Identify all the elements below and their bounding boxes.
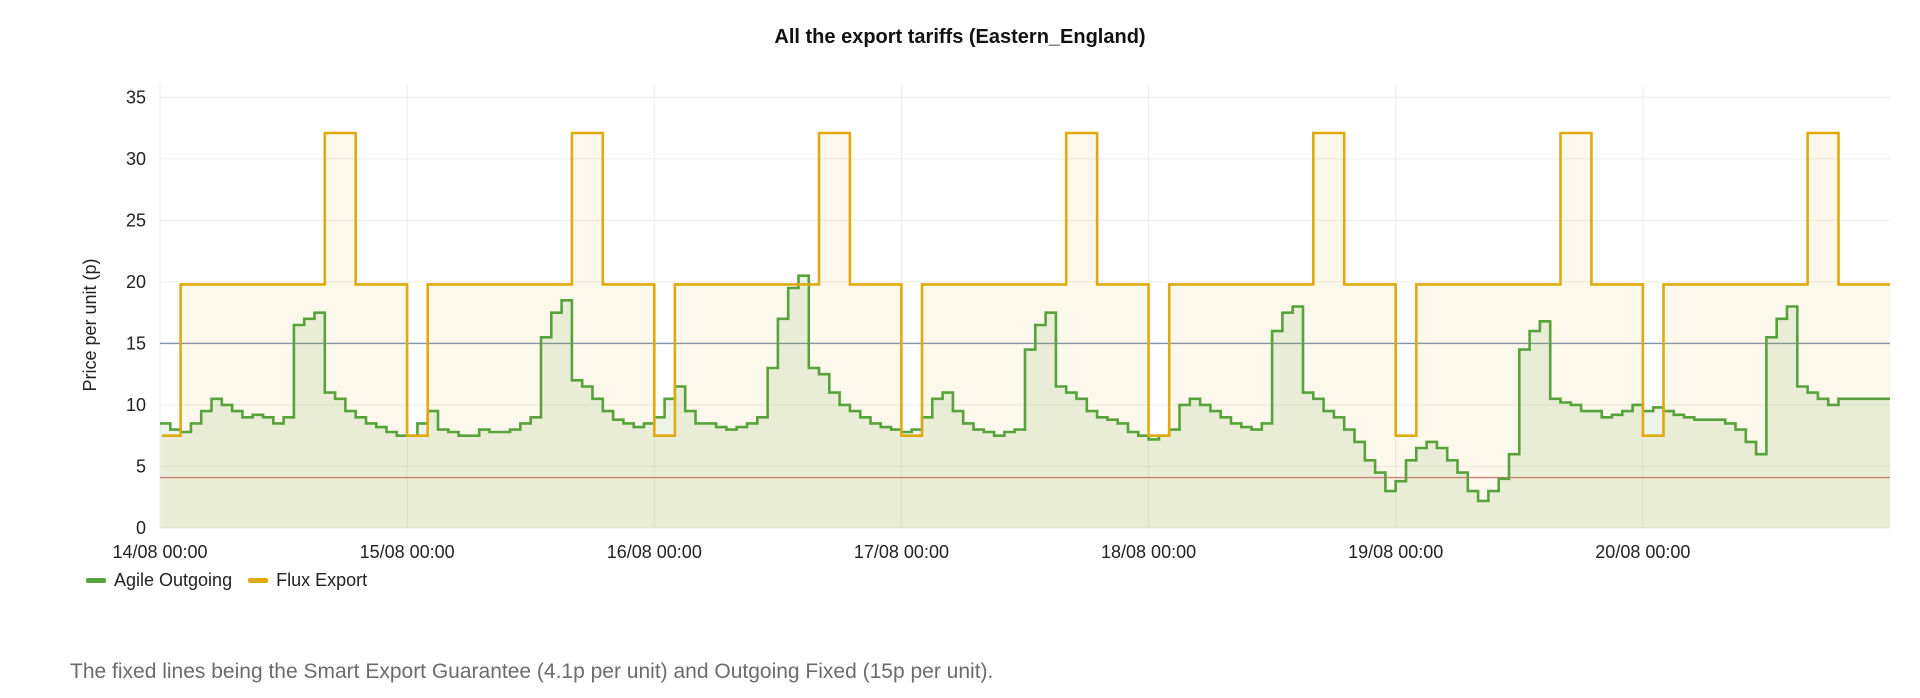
series-lines bbox=[160, 131, 1891, 528]
series-line-agile-outgoing bbox=[160, 274, 1890, 503]
legend-swatch-agile-outgoing bbox=[86, 578, 106, 583]
y-tick-label: 20 bbox=[126, 272, 146, 292]
y-tick-label: 30 bbox=[126, 149, 146, 169]
x-tick-label: 16/08 00:00 bbox=[607, 542, 702, 562]
series-area-flux-export bbox=[162, 133, 1891, 528]
series-line-flux-export bbox=[162, 131, 1890, 437]
legend-item-agile-outgoing[interactable]: Agile Outgoing bbox=[86, 570, 232, 591]
y-axis-ticks: 0 5 10 15 20 25 30 35 bbox=[126, 87, 146, 538]
x-axis-ticks: 14/08 00:00 15/08 00:00 16/08 00:00 17/08 0… bbox=[112, 542, 1690, 562]
y-axis-label: Price per unit (p) bbox=[80, 258, 100, 391]
legend-label-agile-outgoing: Agile Outgoing bbox=[114, 570, 233, 590]
y-tick-label: 5 bbox=[136, 456, 146, 476]
legend-label-flux-export: Flux Export bbox=[276, 570, 368, 590]
chart-caption: The fixed lines being the Smart Export G… bbox=[70, 660, 994, 683]
x-tick-label: 18/08 00:00 bbox=[1101, 542, 1196, 562]
legend-swatch-flux-export bbox=[248, 578, 269, 583]
x-tick-label: 17/08 00:00 bbox=[854, 542, 949, 562]
legend: Agile Outgoing Flux Export bbox=[86, 570, 367, 591]
x-tick-label: 14/08 00:00 bbox=[112, 542, 207, 562]
y-tick-label: 10 bbox=[126, 395, 146, 415]
y-tick-label: 0 bbox=[136, 518, 146, 538]
x-tick-label: 19/08 00:00 bbox=[1348, 542, 1443, 562]
chart-title: All the export tariffs (Eastern_England) bbox=[774, 26, 1146, 48]
legend-item-flux-export[interactable]: Flux Export bbox=[248, 570, 367, 591]
y-tick-label: 15 bbox=[126, 333, 146, 353]
reference-lines bbox=[160, 342, 1890, 479]
x-tick-label: 20/08 00:00 bbox=[1595, 542, 1690, 562]
y-tick-label: 25 bbox=[126, 210, 146, 230]
x-tick-label: 15/08 00:00 bbox=[360, 542, 455, 562]
y-tick-label: 35 bbox=[126, 87, 146, 107]
